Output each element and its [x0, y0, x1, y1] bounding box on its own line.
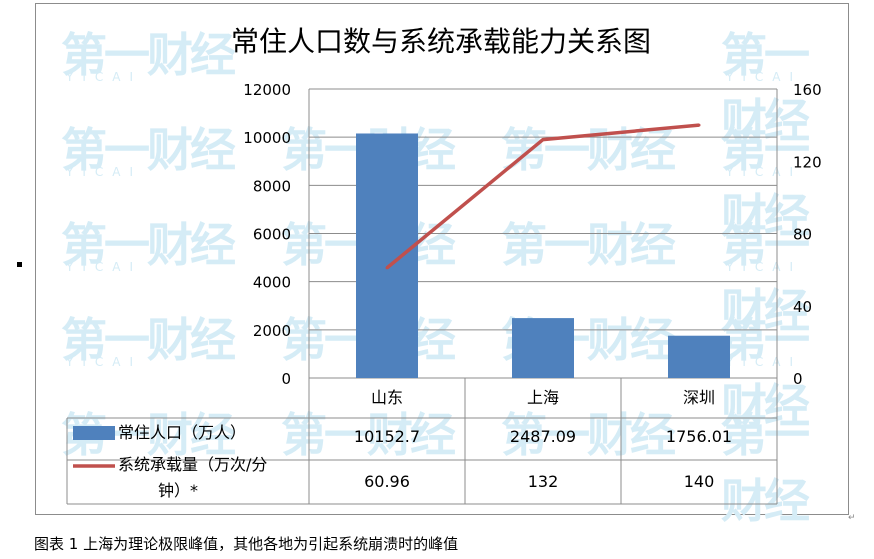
y-right-tick-label: 0	[793, 370, 803, 388]
y-left-tick-label: 6000	[253, 226, 291, 244]
y-left-tick-label: 4000	[253, 274, 291, 292]
y-left-tick-label: 10000	[243, 129, 291, 147]
legend-label-bar: 常住人口（万人）	[118, 423, 246, 442]
bar-深圳	[668, 335, 730, 378]
data-label-line: 132	[528, 472, 559, 491]
legend-key-bar	[73, 426, 115, 440]
line-layer	[385, 123, 701, 270]
list-bullet	[17, 262, 22, 267]
y-right-tick-label: 40	[793, 298, 812, 316]
chart-frame: 第一财经 YICAI 第一财经 YICAI 第一财经 YICAI 第一财经 YI…	[35, 3, 849, 528]
watermark-sub: YICAI	[66, 260, 142, 274]
figure-caption: 图表 1 上海为理论极限峰值，其他各地为引起系统崩溃时的峰值	[34, 535, 459, 553]
y-left-tick-label: 0	[281, 370, 291, 388]
data-label-bar: 2487.09	[510, 427, 576, 446]
axis-layer: 0 2000 4000 6000 8000 10000 12000 0 40 80 120 160	[243, 81, 821, 388]
series-line-capacity	[385, 123, 700, 270]
category-label: 山东	[371, 388, 403, 407]
line-point-上海	[541, 138, 545, 142]
watermark-logo: 第一财经	[721, 28, 810, 148]
data-label-bar: 10152.7	[354, 427, 420, 446]
y-right-tick-label: 160	[793, 81, 822, 99]
y-left-tick-label: 12000	[243, 81, 291, 99]
watermark-logo: 第一财经	[721, 408, 810, 528]
y-left-tick-label: 8000	[253, 177, 291, 195]
watermark-sub: YICAI	[726, 165, 802, 179]
bar-上海	[512, 318, 574, 378]
watermark-sub: YICAI	[66, 355, 142, 369]
watermark-logo: 第一财经	[281, 408, 456, 462]
watermark-sub: YICAI	[726, 70, 802, 84]
category-label: 上海	[527, 388, 559, 407]
bar-山东	[356, 133, 418, 378]
legend-label-line-cont: 钟）*	[158, 481, 198, 500]
watermark-logo: 第一财经	[721, 218, 810, 338]
data-label-line: 140	[684, 472, 715, 491]
y-right-tick-label: 80	[793, 226, 812, 244]
watermark-logo: 第一财经	[501, 218, 676, 272]
legend-label-line: 系统承载量（万次/分	[118, 455, 267, 474]
watermark-sub: YICAI	[66, 165, 142, 179]
category-label: 深圳	[683, 388, 715, 407]
data-label-bar: 1756.01	[666, 427, 732, 446]
watermark-logo: 第一财经	[61, 218, 236, 272]
line-point-山东	[385, 266, 389, 270]
watermark-logo: 第一财经	[61, 28, 236, 82]
chart-title: 常住人口数与系统承载能力关系图	[231, 25, 651, 58]
watermark-sub: YICAI	[66, 70, 142, 84]
watermark-sub: YICAI	[726, 260, 802, 274]
y-left-tick-label: 2000	[253, 322, 291, 340]
watermark-logo: 第一财经	[61, 123, 236, 177]
bar-layer	[356, 133, 730, 378]
y-right-tick-label: 120	[793, 153, 822, 171]
watermark-logo: 第一财经	[61, 313, 236, 367]
watermark-sub: YICAI	[726, 355, 802, 369]
data-label-line: 60.96	[364, 472, 410, 491]
watermark-logo: 第一财经	[501, 408, 676, 462]
watermark-logo: 第一财经	[721, 313, 810, 433]
return-mark: ↵	[848, 513, 856, 523]
line-point-深圳	[697, 123, 701, 127]
